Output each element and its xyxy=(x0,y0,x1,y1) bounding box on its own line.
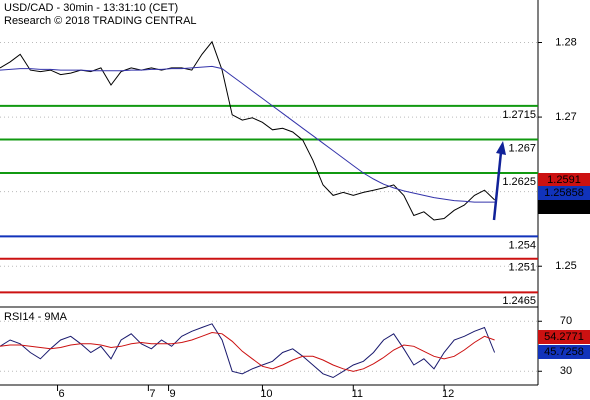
y-tick-label: 1.28 xyxy=(555,36,576,48)
x-tick-label: 12 xyxy=(442,388,454,400)
level-label: 1.251 xyxy=(508,262,536,274)
series-line xyxy=(0,323,496,379)
y-tick-label: 1.27 xyxy=(555,111,576,123)
x-tick-label: 9 xyxy=(170,388,176,400)
last-value-label: 1.25858 xyxy=(544,187,584,199)
last-value-label: 45.7258 xyxy=(544,346,584,358)
level-label: 1.2465 xyxy=(502,295,536,307)
rsi-title: RSI14 - 9MA xyxy=(4,311,68,323)
series-line xyxy=(0,65,495,203)
x-tick-label: 7 xyxy=(149,388,155,400)
x-tick-label: 11 xyxy=(352,388,363,400)
x-tick-label: 10 xyxy=(260,388,272,400)
level-label: 1.254 xyxy=(508,239,536,251)
chart-title: USD/CAD - 30min - 13:31:10 (CET) xyxy=(4,2,178,14)
level-label: 1.2625 xyxy=(502,176,536,188)
last-value-label: 54.2771 xyxy=(544,331,584,343)
last-value-box xyxy=(538,173,590,187)
last-value-label: 1.2591 xyxy=(547,174,581,186)
rsi-panel: 30 70 54.2771 45.7258 xyxy=(0,315,590,379)
y-tick-label: 30 xyxy=(560,365,572,377)
last-value-label: 1.25823 xyxy=(544,201,584,213)
chart-subtitle: Research © 2018 TRADING CENTRAL xyxy=(4,15,197,27)
last-value-box xyxy=(538,345,590,359)
level-label: 1.2715 xyxy=(502,109,536,121)
price-panel: 1.251.261.271.281.27151.2671.26251.2541.… xyxy=(0,36,590,307)
series-line xyxy=(0,331,495,372)
y-tick-label: 1.25 xyxy=(555,260,576,272)
forecast-arrow-head xyxy=(496,141,506,155)
last-value-box xyxy=(538,330,590,344)
forecast-arrow xyxy=(492,151,503,221)
x-tick-label: 6 xyxy=(58,388,64,400)
y-tick-label: 70 xyxy=(560,315,572,327)
last-value-box xyxy=(538,200,590,214)
last-value-box xyxy=(538,186,590,200)
level-label: 1.267 xyxy=(508,142,536,154)
